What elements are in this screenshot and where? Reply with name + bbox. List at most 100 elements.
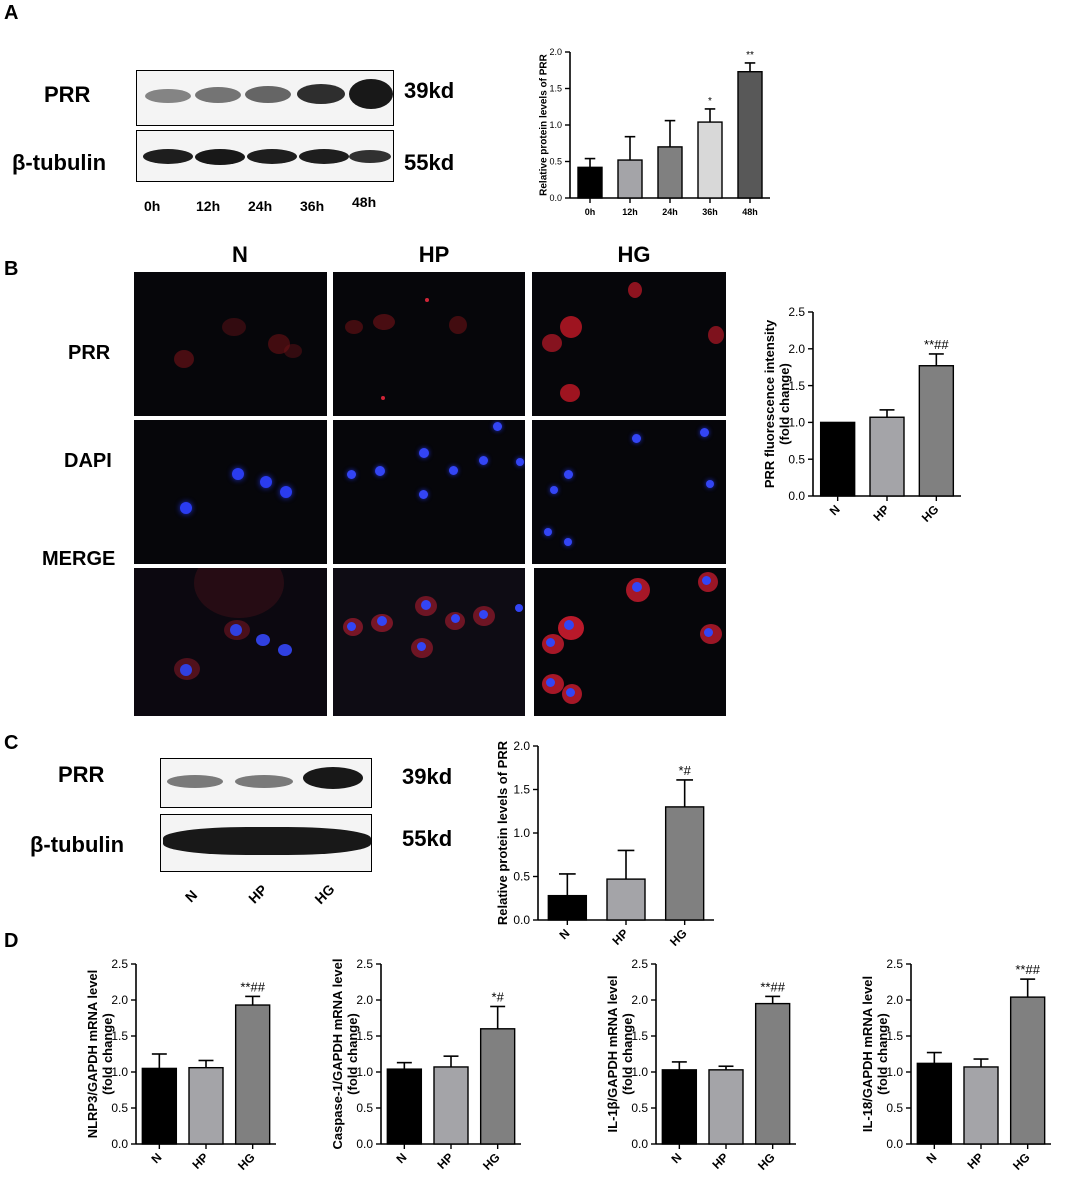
if-image-dapi-hp xyxy=(333,420,525,564)
y-tick-label: 0.0 xyxy=(631,1137,648,1151)
blot-label-prr: PRR xyxy=(44,82,91,107)
if-image-prr-hg xyxy=(532,272,726,416)
x-tick-label: HP xyxy=(964,1150,986,1172)
bar xyxy=(819,421,856,497)
chart-b: 0.0 0.5 1.0 1.5 2.0 2.5 PRR fluorescence inten… xyxy=(762,305,961,525)
significance-label: *# xyxy=(679,763,692,778)
bar xyxy=(657,146,683,199)
bar xyxy=(708,1069,744,1145)
y-axis-label: (fold change) xyxy=(777,363,792,445)
lane-label: 0h xyxy=(144,198,161,214)
x-tick-label: 24h xyxy=(662,207,678,217)
bar xyxy=(141,1067,178,1145)
bar xyxy=(386,1068,423,1145)
bar xyxy=(754,1002,791,1145)
y-axis-label: (fold change) xyxy=(345,1013,360,1095)
y-tick-label: 2.0 xyxy=(788,342,805,356)
significance-label: **## xyxy=(760,979,785,994)
bar xyxy=(697,121,723,199)
y-axis-label: IL-1β/GAPDH mRNA level xyxy=(605,976,620,1133)
y-tick-label: 0.5 xyxy=(549,157,562,167)
y-tick-label: 1.0 xyxy=(356,1065,373,1079)
y-tick-label: 2.5 xyxy=(886,957,903,971)
blot-label-tubulin: β-tubulin xyxy=(12,150,107,175)
lane-label: 36h xyxy=(300,198,325,214)
chart-d4: 0.0 0.5 1.0 1.5 2.0 2.5 IL-18/GAPDH mRNA level… xyxy=(860,957,1051,1173)
bar xyxy=(188,1066,224,1145)
significance-label: * xyxy=(708,96,712,107)
x-tick-label: HG xyxy=(480,1150,503,1173)
if-row-label: MERGE xyxy=(42,548,116,570)
kd-label-55: 55kd xyxy=(404,150,455,175)
blot-strip-prr xyxy=(136,70,394,126)
y-tick-label: 0.5 xyxy=(111,1101,128,1115)
y-tick-label: 2.5 xyxy=(631,957,648,971)
panel-letter-d: D xyxy=(4,930,19,952)
if-image-merge-n xyxy=(134,568,327,716)
bar xyxy=(547,894,588,921)
x-tick-label: HP xyxy=(709,1150,731,1172)
if-row-label: DAPI xyxy=(64,450,112,472)
y-tick-label: 2.5 xyxy=(356,957,373,971)
x-tick-label: N xyxy=(148,1150,164,1166)
bar xyxy=(737,71,763,199)
panel-letter-b: B xyxy=(4,258,19,280)
chart-d3: 0.0 0.5 1.0 1.5 2.0 2.5 IL-1β/GAPDH mRNA level… xyxy=(605,957,796,1173)
x-tick-label: N xyxy=(393,1150,409,1166)
significance-label: *# xyxy=(492,989,505,1004)
if-row-label: PRR xyxy=(68,342,111,364)
x-tick-label: HG xyxy=(919,502,942,525)
y-axis-label: (fold change) xyxy=(100,1013,115,1095)
y-axis-label: NLRP3/GAPDH mRNA level xyxy=(85,970,100,1139)
y-tick-label: 0.0 xyxy=(111,1137,128,1151)
panel-letter-c: C xyxy=(4,732,19,754)
y-tick-label: 2.0 xyxy=(631,993,648,1007)
y-tick-label: 0.0 xyxy=(788,489,805,503)
kd-label-39: 39kd xyxy=(404,78,455,103)
y-axis-label: IL-18/GAPDH mRNA level xyxy=(860,976,875,1132)
x-tick-label: HP xyxy=(609,926,631,948)
bar xyxy=(606,878,646,921)
y-tick-label: 0.0 xyxy=(886,1137,903,1151)
bar xyxy=(577,166,603,199)
y-tick-label: 1.0 xyxy=(788,416,805,430)
bar xyxy=(869,416,905,497)
if-column-header: HP xyxy=(418,242,450,267)
blot-strip-tubulin xyxy=(160,814,372,872)
y-tick-label: 1.5 xyxy=(549,84,562,94)
y-tick-label: 1.5 xyxy=(111,1029,128,1043)
chart-d2: 0.0 0.5 1.0 1.5 2.0 2.5 Caspase-1/GAPDH mRNA l… xyxy=(330,957,521,1173)
y-tick-label: 0.5 xyxy=(513,870,530,884)
y-axis-label: Caspase-1/GAPDH mRNA level xyxy=(330,959,345,1150)
y-tick-label: 2.0 xyxy=(356,993,373,1007)
y-tick-label: 1.5 xyxy=(788,379,805,393)
kd-label-39: 39kd xyxy=(402,764,453,789)
lane-label: 24h xyxy=(248,198,273,214)
y-tick-label: 2.0 xyxy=(513,740,530,753)
x-tick-label: HG xyxy=(1010,1150,1033,1173)
y-tick-label: 1.0 xyxy=(111,1065,128,1079)
x-tick-label: N xyxy=(923,1150,939,1166)
y-axis-label: Relative protein levels of PRR xyxy=(495,740,510,925)
y-tick-label: 2.0 xyxy=(111,993,128,1007)
x-tick-label: HP xyxy=(434,1150,456,1172)
if-image-dapi-n xyxy=(134,420,327,564)
blot-strip-tubulin xyxy=(136,130,394,182)
lane-label: 48h xyxy=(352,194,377,210)
blot-label-prr: PRR xyxy=(58,762,105,787)
y-tick-label: 1.0 xyxy=(631,1065,648,1079)
y-tick-label: 2.5 xyxy=(788,305,805,319)
bar xyxy=(433,1066,469,1145)
x-tick-label: N xyxy=(668,1150,684,1166)
y-tick-label: 1.5 xyxy=(886,1029,903,1043)
y-tick-label: 2.5 xyxy=(111,957,128,971)
x-tick-label: HP xyxy=(189,1150,211,1172)
y-tick-label: 0.5 xyxy=(356,1101,373,1115)
y-tick-label: 0.0 xyxy=(513,913,530,927)
x-tick-label: HG xyxy=(755,1150,778,1173)
bar xyxy=(918,365,955,497)
if-column-header: N xyxy=(232,242,248,267)
x-tick-label: N xyxy=(556,926,572,942)
y-axis-label: PRR fluorescence intensity xyxy=(762,319,777,488)
